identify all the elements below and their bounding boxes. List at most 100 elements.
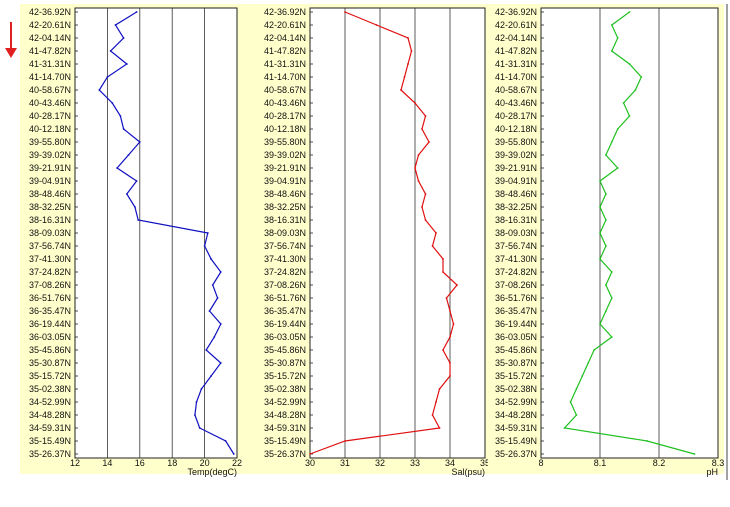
temp-data-point — [198, 427, 201, 429]
temp-y-tick-label: 36-51.76N — [29, 293, 71, 303]
temp-data-point — [116, 167, 119, 169]
sal-y-tick-label: 35-26.37N — [264, 449, 306, 459]
ph-data-point — [605, 154, 607, 156]
sal-y-tick-label: 42-20.61N — [264, 20, 306, 30]
sal-data-point — [435, 232, 437, 234]
sal-y-tick-label: 40-12.18N — [264, 124, 306, 134]
ph-y-tick-label: 35-15.49N — [495, 436, 537, 446]
sal-data-point — [407, 37, 409, 39]
temp-y-tick-label: 40-58.67N — [29, 85, 71, 95]
ph-y-tick-label: 36-19.44N — [495, 319, 537, 329]
temp-y-tick-label: 38-32.25N — [29, 202, 71, 212]
temp-y-tick-label: 40-12.18N — [29, 124, 71, 134]
sal-data-point — [452, 323, 455, 325]
sal-data-point — [410, 50, 413, 52]
sal-y-tick-label: 40-58.67N — [264, 85, 306, 95]
temp-y-tick-label: 39-21.91N — [29, 163, 71, 173]
ph-y-tick-label: 36-51.76N — [495, 293, 537, 303]
temp-y-tick-label: 34-48.28N — [29, 410, 71, 420]
ph-data-point — [605, 284, 607, 286]
sal-data-point — [417, 180, 420, 182]
temp-data-point — [216, 297, 219, 299]
sal-data-point — [414, 102, 416, 104]
temp-x-tick-label: 14 — [102, 458, 112, 468]
temp-y-tick-label: 38-48.46N — [29, 189, 71, 199]
temp-x-tick-label: 16 — [135, 458, 145, 468]
ph-plot-area — [540, 7, 719, 459]
temp-y-tick-label: 41-14.70N — [29, 72, 71, 82]
ph-y-tick-label: 37-56.74N — [495, 241, 537, 251]
temp-x-axis-label: Temp(degC) — [187, 467, 237, 477]
sal-y-tick-label: 34-48.28N — [264, 410, 306, 420]
sal-data-point — [431, 414, 434, 416]
sal-y-tick-label: 36-19.44N — [264, 319, 306, 329]
sal-data-point — [431, 245, 434, 247]
temp-y-tick-label: 40-43.46N — [29, 98, 71, 108]
ph-y-tick-label: 40-58.67N — [495, 85, 537, 95]
sal-y-tick-label: 41-14.70N — [264, 72, 306, 82]
sal-x-tick-label: 32 — [375, 458, 385, 468]
sal-data-point — [309, 453, 311, 455]
ph-data-point — [693, 453, 696, 455]
sal-y-tick-label: 35-30.87N — [264, 358, 306, 368]
temp-data-point — [119, 115, 122, 117]
sal-y-tick-label: 36-51.76N — [264, 293, 306, 303]
sal-data-point — [438, 388, 441, 390]
ph-y-tick-label: 36-35.47N — [495, 306, 537, 316]
temp-x-tick-label: 18 — [167, 458, 177, 468]
sal-data-point — [344, 11, 346, 13]
sal-y-tick-label: 41-31.31N — [264, 59, 306, 69]
sal-data-point — [438, 427, 441, 429]
chart-svg: 12 14 16 18 20 22 42-36.92N 42-20.61N 42-04.14N 4… — [20, 4, 728, 480]
ph-y-tick-label: 40-28.17N — [495, 111, 537, 121]
temp-data-point — [109, 50, 112, 52]
temp-y-tick-label: 41-31.31N — [29, 59, 71, 69]
sal-data-point — [449, 362, 451, 364]
ph-data-point — [628, 11, 631, 13]
temp-data-point — [210, 258, 212, 260]
sal-data-point — [414, 167, 416, 169]
ph-data-point — [599, 180, 601, 182]
sal-y-tick-label: 39-55.80N — [264, 137, 306, 147]
sal-data-point — [449, 310, 451, 312]
ph-y-tick-label: 40-12.18N — [495, 124, 537, 134]
sal-data-point — [435, 401, 437, 403]
sal-data-point — [442, 271, 444, 273]
temp-y-tick-label: 38-09.03N — [29, 228, 71, 238]
temp-data-point — [203, 245, 206, 247]
sal-y-tick-label: 34-52.99N — [264, 397, 306, 407]
ph-data-point — [610, 297, 613, 299]
sal-data-point — [417, 154, 420, 156]
sal-data-point — [407, 63, 409, 65]
temp-y-tick-label: 41-47.82N — [29, 46, 71, 56]
sal-data-point — [400, 89, 402, 91]
temp-plot-area — [74, 7, 238, 459]
temp-data-point — [138, 141, 141, 143]
temp-y-tick-label: 37-56.74N — [29, 241, 71, 251]
sal-y-tick-label: 39-39.02N — [264, 150, 306, 160]
sal-data-point — [449, 336, 451, 338]
down-arrow-icon — [4, 20, 18, 60]
temp-x-tick-label: 20 — [200, 458, 210, 468]
ph-data-point — [605, 219, 607, 221]
ph-data-point — [628, 115, 631, 117]
temp-data-point — [232, 453, 235, 455]
sal-data-point — [449, 375, 451, 377]
sal-y-tick-label: 38-09.03N — [264, 228, 306, 238]
temp-y-tick-label: 35-02.38N — [29, 384, 71, 394]
temp-data-point — [206, 232, 209, 234]
ph-data-point — [599, 206, 601, 208]
ph-data-point — [605, 245, 607, 247]
sal-plot-area — [309, 7, 486, 459]
ph-y-tick-label: 38-48.46N — [495, 189, 537, 199]
temp-data-point — [135, 180, 138, 182]
sal-data-point — [424, 193, 427, 195]
sal-y-tick-label: 37-41.30N — [264, 254, 306, 264]
ph-data-point — [575, 414, 578, 416]
temp-data-point — [213, 336, 216, 338]
ph-y-tick-label: 41-47.82N — [495, 46, 537, 56]
sal-y-tick-label: 35-45.86N — [264, 345, 306, 355]
sal-data-point — [445, 297, 448, 299]
ph-y-tick-label: 39-04.91N — [495, 176, 537, 186]
